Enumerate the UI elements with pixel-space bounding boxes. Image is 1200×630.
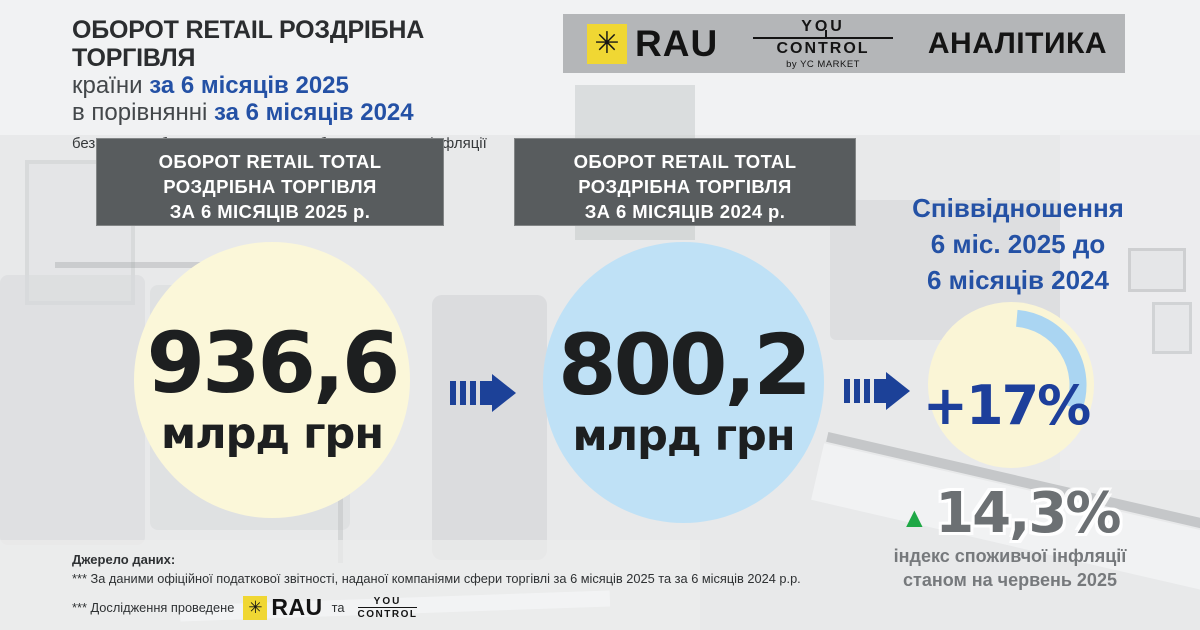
page-title-line3: в порівнянні за 6 місяців 2024 [72,100,552,126]
source-label: Джерело даних: [72,552,176,567]
label-box-2025-line1: ОБОРОТ RETAIL TOTAL [158,151,382,172]
inflation-block: ▲ 14,3% індекс споживчої інфляції станом… [850,486,1170,592]
inflation-value: 14,3% [935,481,1121,546]
youcontrol-small-bottom: CONTROL [357,606,418,620]
gauge-arc-icon [1015,309,1087,411]
rau-logo: ✳ RAU [587,23,718,65]
background-picture-frame [1152,302,1192,354]
label-box-2024-line3: ЗА 6 МІСЯЦІВ 2024 р. [584,201,786,222]
page-title-line2: країни за 6 місяців 2025 [72,73,552,99]
rau-logo-small: ✳ RAU [243,594,322,621]
label-box-2024-line2: РОЗДРІБНА ТОРГІВЛЯ [578,176,792,197]
ratio-heading-line3: 6 місяців 2024 [926,265,1110,295]
page-title-block: ОБОРОТ RETAIL РОЗДРІБНА ТОРГІВЛЯ країни … [72,16,552,152]
conjunction-text: та [331,600,345,615]
ratio-heading-line1: Співвідношення [912,193,1124,223]
source-note-2-text: *** Дослідження проведене [72,600,235,615]
value-circle-2025: 936,6 млрд грн [134,242,410,518]
ratio-heading-line2: 6 міс. 2025 до [930,229,1106,259]
source-note-1: *** За даними офіційної податкової звітн… [72,571,801,586]
youcontrol-logo-small: YOU CONTROL [357,595,418,620]
arrow-right-icon [448,374,516,412]
label-box-2025-line2: РОЗДРІБНА ТОРГІВЛЯ [163,176,377,197]
title-line2-highlight: за 6 місяців 2025 [149,72,349,99]
footer-sources: Джерело даних: *** За даними офіційної п… [72,552,832,621]
ratio-circle: +17% [923,302,1094,468]
turnover-2025-unit: млрд грн [160,408,384,459]
ratio-heading: Співвідношення 6 міс. 2025 до 6 місяців … [868,190,1168,298]
value-circle-2024: 800,2 млрд грн [543,242,824,523]
arrow-right-icon [842,372,910,410]
youcontrol-control-label: CONTROL [776,39,870,57]
turnover-2024-unit: млрд грн [572,411,795,461]
label-box-2025: ОБОРОТ RETAIL TOTAL РОЗДРІБНА ТОРГІВЛЯ З… [96,138,444,226]
inflation-value-row: ▲ 14,3% [850,486,1170,542]
title-line3-highlight: за 6 місяців 2024 [213,99,414,126]
inflation-caption-line1: індекс споживчої інфляції [893,546,1127,566]
background-clothes-rack [0,275,145,545]
title-line3-prefix: в порівнянні [72,99,214,126]
label-box-2024: ОБОРОТ RETAIL TOTAL РОЗДРІБНА ТОРГІВЛЯ З… [514,138,856,226]
rau-star-icon: ✳ [587,23,627,64]
youcontrol-small-top: YOU [373,595,402,607]
background-clothes-rack [432,295,547,560]
youcontrol-t-stem [825,29,828,39]
analytics-label: АНАЛІТИКА [927,26,1107,60]
inflation-caption-line2: станом на червень 2025 [903,570,1117,590]
label-box-2024-line1: ОБОРОТ RETAIL TOTAL [573,151,797,172]
rau-logo-small-label: RAU [271,594,323,620]
ratio-value: +17% [922,373,1091,437]
youcontrol-logo-bottom: CONTROL [753,29,894,58]
turnover-2025-value: 936,6 [146,313,401,412]
brand-bar: ✳ RAU YOU CONTROL by YC MARKET АНАЛІТИКА [563,14,1125,73]
up-triangle-icon: ▲ [900,502,929,533]
youcontrol-logo-top: YOU [801,17,845,35]
inflation-caption: індекс споживчої інфляції станом на черв… [850,544,1170,592]
title-line2-prefix: країни [72,72,150,99]
page-title: ОБОРОТ RETAIL РОЗДРІБНА ТОРГІВЛЯ [72,16,425,72]
youcontrol-byline: by YC MARKET [786,58,860,70]
rau-logo-label: RAU [635,22,719,64]
youcontrol-logo: YOU CONTROL by YC MARKET [753,17,894,70]
label-box-2025-line3: ЗА 6 МІСЯЦІВ 2025 р. [169,201,371,222]
rau-star-icon: ✳ [243,595,268,620]
source-note-2: *** Дослідження проведене ✳ RAU та YOU C… [72,594,832,621]
turnover-2024-value: 800,2 [558,316,812,414]
